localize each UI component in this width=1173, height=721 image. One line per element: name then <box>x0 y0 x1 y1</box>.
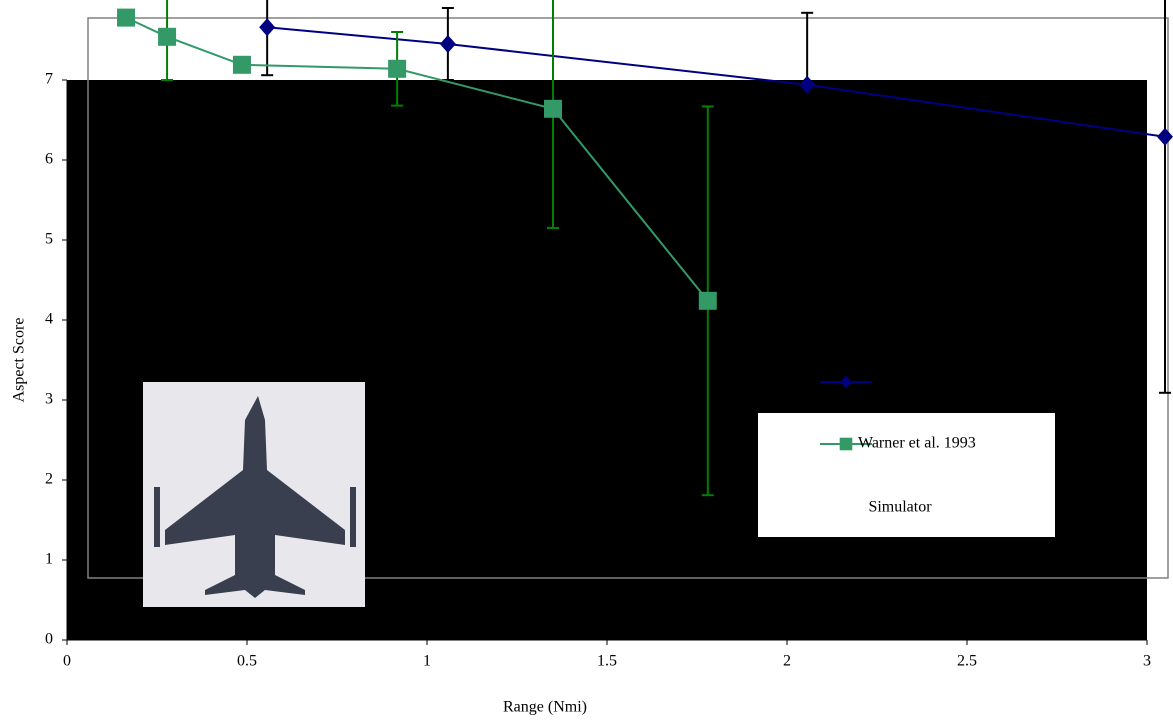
series-line <box>267 26 1166 138</box>
legend-box <box>758 413 1055 537</box>
legend-label: Warner et al. 1993 <box>858 435 976 452</box>
y-tick-label: 4 <box>45 311 53 328</box>
marker <box>839 437 853 451</box>
y-tick-label: 5 <box>45 231 53 248</box>
x-tick-label: 1 <box>423 653 431 670</box>
y-tick-label: 2 <box>45 471 53 488</box>
marker <box>1157 127 1173 146</box>
y-tick-label: 1 <box>45 551 53 568</box>
marker <box>117 8 136 27</box>
x-tick-label: 1.5 <box>597 653 617 670</box>
y-axis-label: Aspect Score <box>11 318 28 403</box>
marker <box>232 55 251 74</box>
marker <box>259 18 276 37</box>
x-tick-label: 2 <box>783 653 791 670</box>
y-tick-label: 6 <box>45 151 53 168</box>
x-tick-label: 3 <box>1143 653 1151 670</box>
x-tick-label: 0 <box>63 653 71 670</box>
frame <box>87 17 1169 579</box>
marker <box>799 75 816 94</box>
y-tick-label: 7 <box>45 71 53 88</box>
marker <box>158 27 177 46</box>
annotation: Simulator <box>868 499 932 516</box>
marker <box>544 99 562 118</box>
marker <box>388 59 407 78</box>
x-tick-label: 2.5 <box>957 653 977 670</box>
y-tick-label: 0 <box>45 631 53 648</box>
marker <box>698 291 717 310</box>
x-axis-label: Range (Nmi) <box>503 699 587 716</box>
aircraft-image <box>143 382 365 607</box>
marker <box>840 375 852 389</box>
y-tick-label: 3 <box>45 391 53 408</box>
marker <box>439 35 456 53</box>
x-tick-label: 0.5 <box>237 653 257 670</box>
